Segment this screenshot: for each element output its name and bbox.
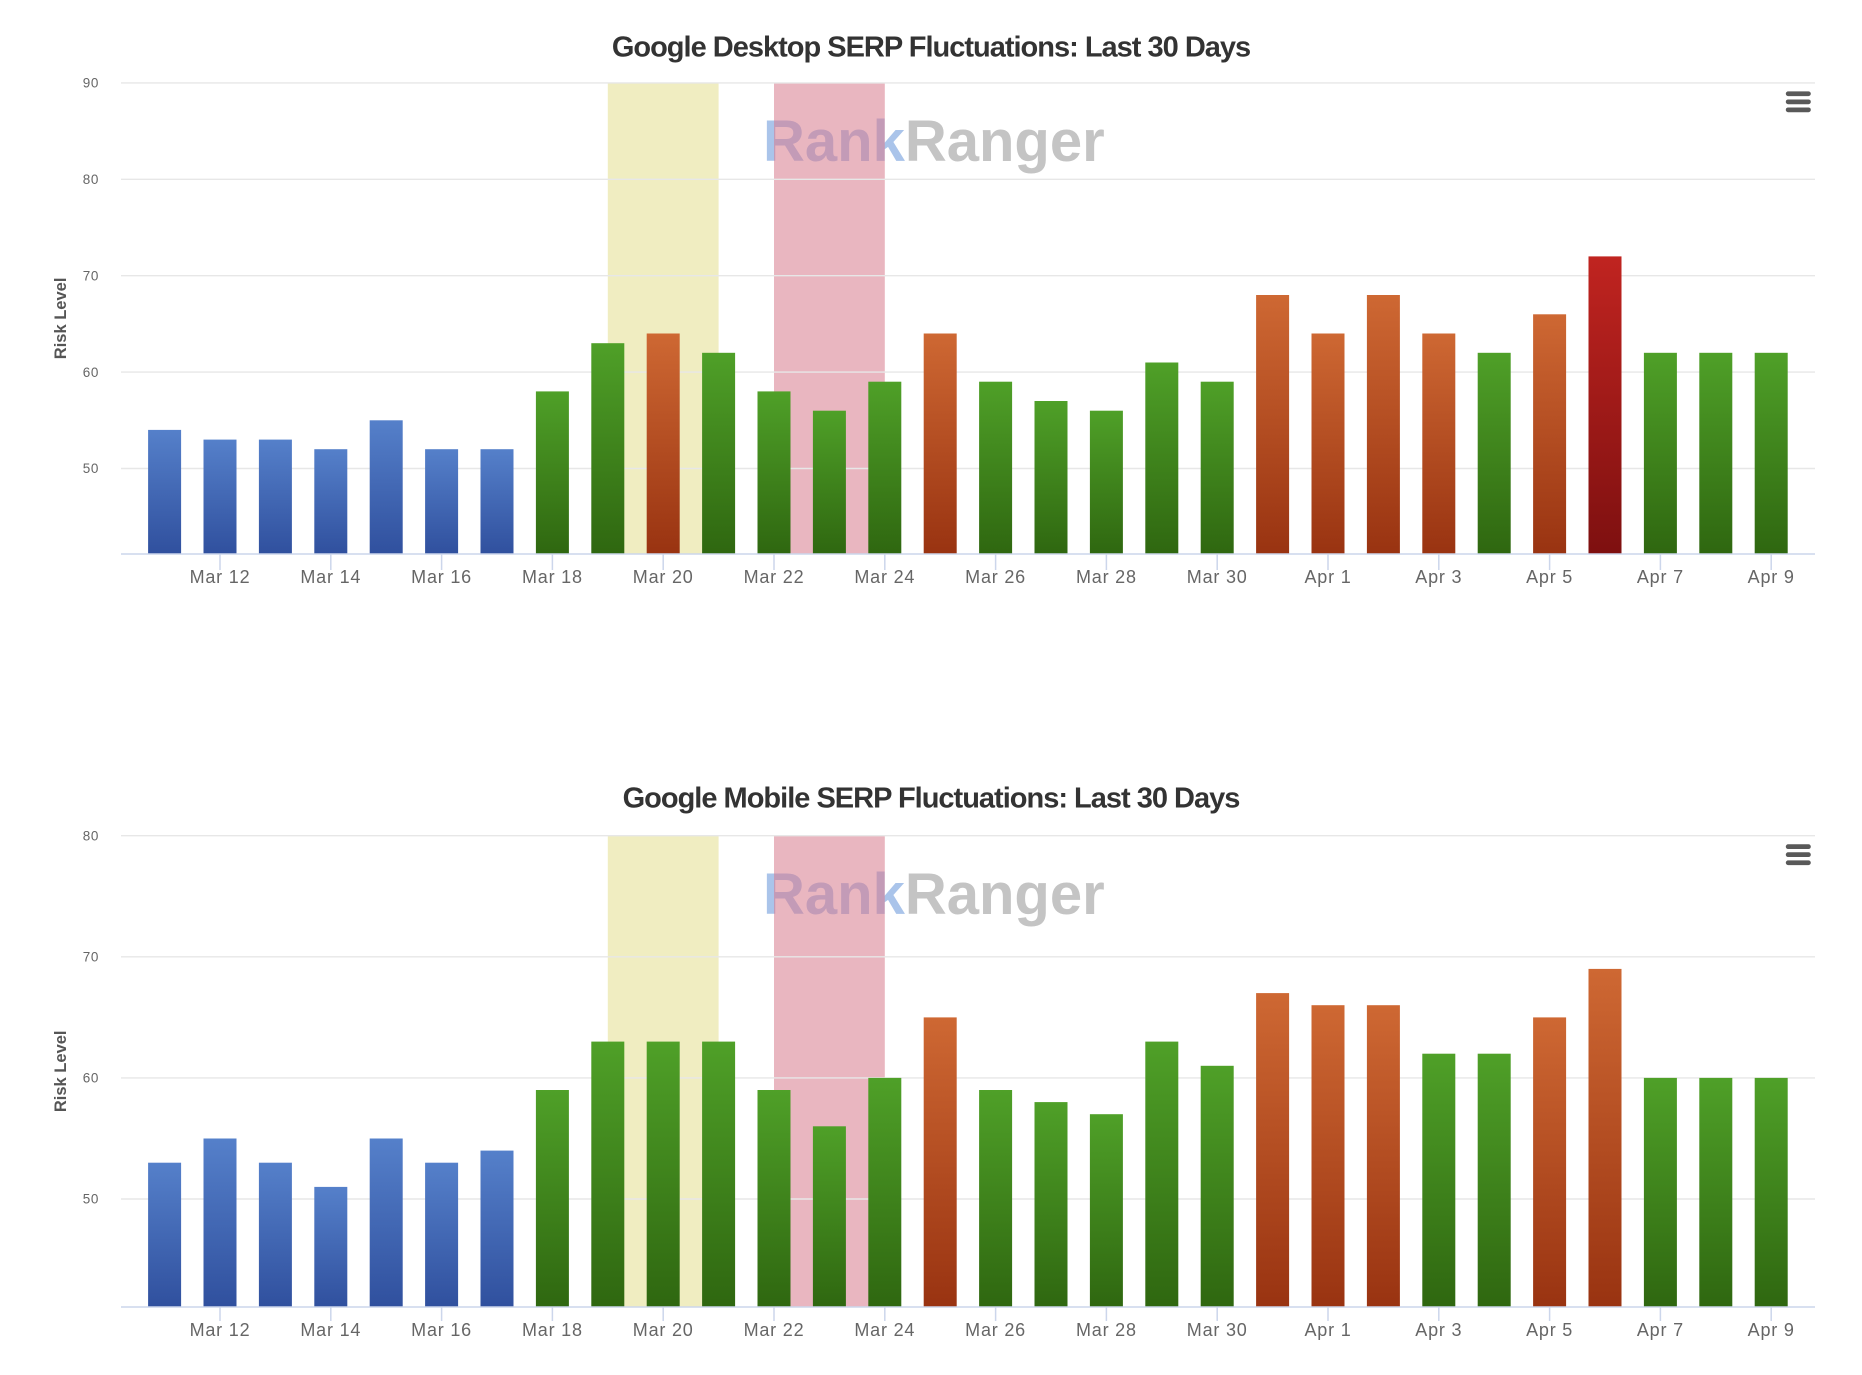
svg-text:70: 70 [83, 268, 99, 283]
svg-text:Mar 24: Mar 24 [854, 567, 915, 587]
svg-text:Mar 22: Mar 22 [744, 567, 805, 587]
svg-text:80: 80 [83, 172, 99, 187]
svg-text:Mar 14: Mar 14 [300, 567, 361, 587]
svg-text:Mar 16: Mar 16 [411, 1320, 472, 1340]
svg-text:Mar 16: Mar 16 [411, 567, 472, 587]
svg-text:60: 60 [83, 365, 99, 380]
svg-text:Apr 7: Apr 7 [1637, 1320, 1684, 1340]
svg-text:80: 80 [83, 828, 99, 843]
svg-text:50: 50 [83, 461, 99, 476]
svg-text:70: 70 [83, 950, 99, 965]
svg-text:Google Desktop SERP Fluctuatio: Google Desktop SERP Fluctuations: Last 3… [612, 32, 1250, 64]
svg-text:Mar 22: Mar 22 [744, 1320, 805, 1340]
svg-text:Mar 24: Mar 24 [854, 1320, 915, 1340]
svg-text:Apr 5: Apr 5 [1526, 1320, 1573, 1340]
svg-text:Mar 20: Mar 20 [633, 1320, 694, 1340]
svg-text:Risk Level: Risk Level [52, 278, 70, 360]
svg-text:90: 90 [83, 76, 99, 91]
svg-text:Apr 1: Apr 1 [1304, 1320, 1351, 1340]
svg-text:Apr 3: Apr 3 [1415, 1320, 1462, 1340]
svg-text:Mar 14: Mar 14 [300, 1320, 361, 1340]
svg-text:Mar 28: Mar 28 [1076, 1320, 1137, 1340]
svg-text:Apr 1: Apr 1 [1304, 567, 1351, 587]
svg-text:Mar 26: Mar 26 [965, 567, 1026, 587]
svg-text:Apr 5: Apr 5 [1526, 567, 1573, 587]
svg-text:Mar 28: Mar 28 [1076, 567, 1137, 587]
svg-text:Apr 9: Apr 9 [1748, 567, 1795, 587]
svg-text:50: 50 [83, 1192, 99, 1207]
svg-text:Risk Level: Risk Level [52, 1030, 70, 1112]
svg-text:Mar 12: Mar 12 [190, 567, 251, 587]
svg-text:Google Mobile SERP Fluctuation: Google Mobile SERP Fluctuations: Last 30… [623, 783, 1240, 815]
svg-text:Apr 9: Apr 9 [1748, 1320, 1795, 1340]
svg-text:60: 60 [83, 1071, 99, 1086]
svg-text:Mar 18: Mar 18 [522, 1320, 583, 1340]
svg-text:Apr 7: Apr 7 [1637, 567, 1684, 587]
svg-text:Apr 3: Apr 3 [1415, 567, 1462, 587]
svg-text:Mar 20: Mar 20 [633, 567, 694, 587]
svg-text:Mar 30: Mar 30 [1187, 1320, 1248, 1340]
svg-text:Mar 18: Mar 18 [522, 567, 583, 587]
svg-text:Mar 30: Mar 30 [1187, 567, 1248, 587]
svg-text:Mar 12: Mar 12 [190, 1320, 251, 1340]
svg-text:Mar 26: Mar 26 [965, 1320, 1026, 1340]
